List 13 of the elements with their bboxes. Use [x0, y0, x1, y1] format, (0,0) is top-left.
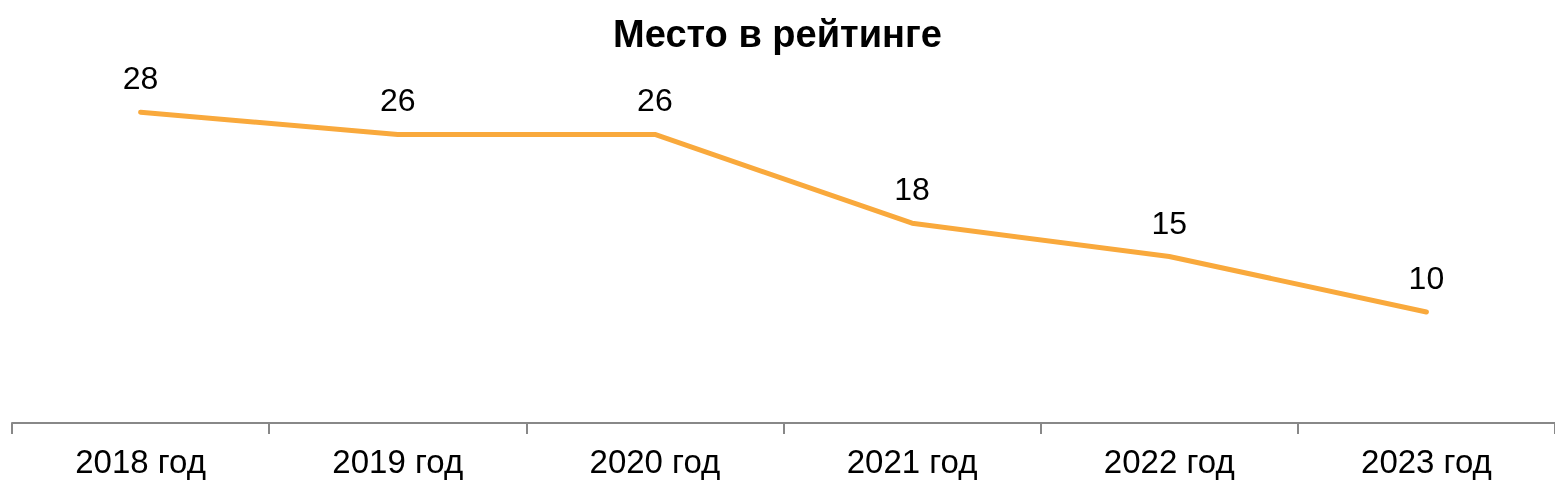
x-tick-label: 2022 год [1103, 443, 1235, 480]
x-tick-label: 2018 год [75, 443, 206, 480]
data-label: 26 [379, 82, 416, 119]
data-label: 10 [1408, 260, 1445, 296]
x-tick-label: 2023 год [1361, 443, 1492, 480]
data-label: 28 [122, 60, 159, 97]
x-tick-label: 2021 год [846, 443, 978, 480]
data-label: 18 [894, 171, 930, 208]
data-label: 15 [1151, 204, 1188, 241]
x-tick-label: 2020 год [589, 443, 721, 480]
chart-title: Место в рейтинге [613, 13, 942, 55]
data-label: 26 [637, 82, 673, 119]
x-tick-label: 2019 год [332, 443, 464, 480]
